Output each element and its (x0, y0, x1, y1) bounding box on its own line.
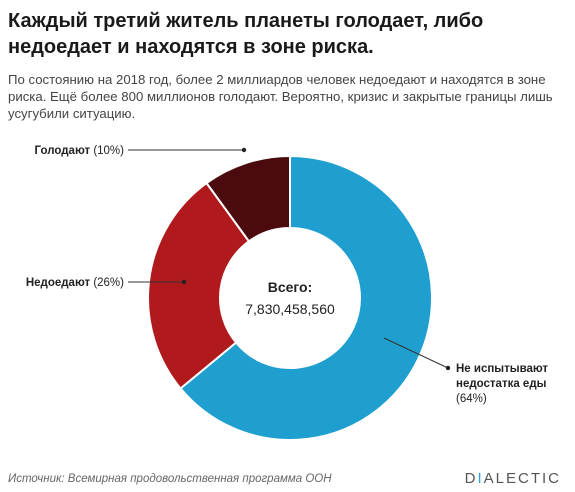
brand-part: ALECTIC (483, 470, 561, 487)
brand-logo: DIALECTIC (465, 470, 561, 487)
slice-1 (147, 181, 251, 390)
leader-line-2 (383, 337, 449, 369)
chart-title: Каждый третий житель планеты голодает, л… (8, 10, 484, 58)
slice-2 (179, 154, 433, 441)
center-label: Всего: (268, 279, 313, 295)
slice-label-2: Не испытывают недостатка еды (64%) (456, 363, 548, 405)
source-note: Источник: Всемирная продовольственная пр… (8, 473, 332, 485)
leader-dot-2 (445, 365, 451, 371)
donut-center: Всего: 7,830,458,560 (245, 279, 335, 317)
slice-annotations: Голодают (10%) Недоедают (26%) Не испытыва… (26, 145, 549, 405)
leader-dot-0 (241, 147, 247, 153)
donut-slices (147, 154, 433, 441)
chart-subtitle: По состоянию на 2018 год, более 2 миллиа… (8, 72, 553, 121)
brand-accent: I (477, 470, 484, 487)
leader-dot-1 (181, 279, 187, 285)
center-value: 7,830,458,560 (245, 301, 335, 317)
slice-label-1: Недоедают (26%) (26, 277, 124, 289)
brand-part: D (464, 470, 478, 487)
slice-label-0: Голодают (10%) (35, 145, 125, 157)
